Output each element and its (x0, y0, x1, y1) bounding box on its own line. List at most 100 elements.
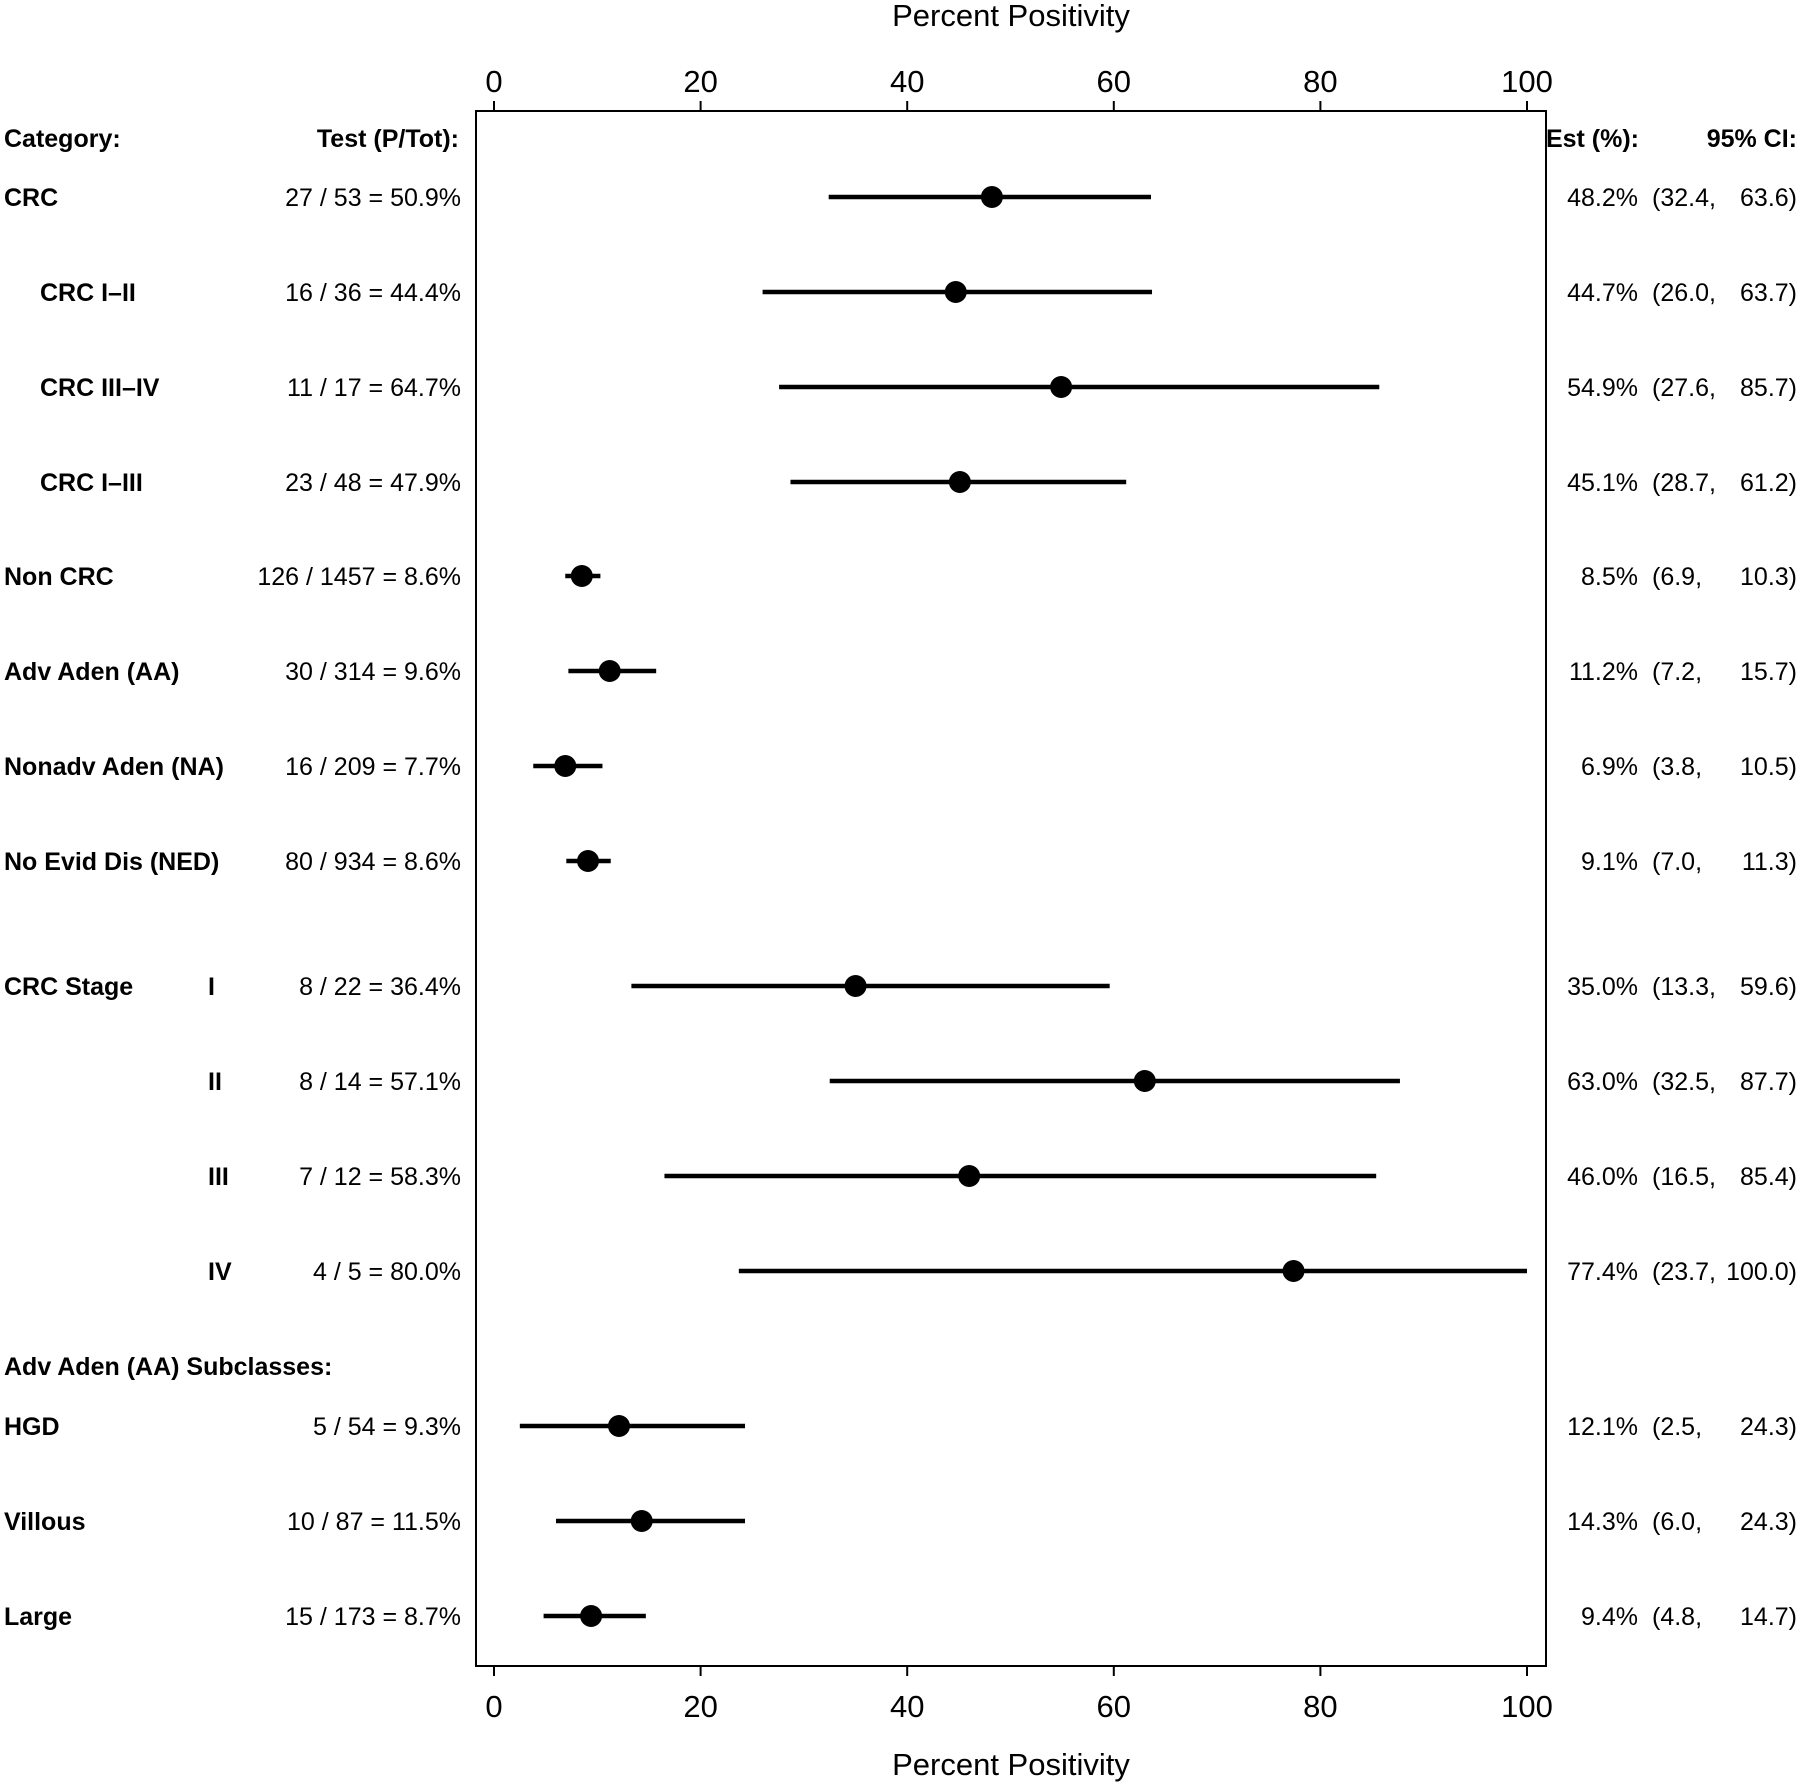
ci-upper-value: 87.7) (1740, 1068, 1797, 1096)
test-value: 10 / 87 = 11.5% (287, 1508, 461, 1536)
ci-lower-value: (4.8, (1652, 1603, 1702, 1631)
row-label: Villous (4, 1508, 86, 1536)
ci-lower-value: (7.2, (1652, 658, 1702, 686)
estimate-point (958, 1165, 981, 1187)
ci-upper-value: 11.3) (1742, 848, 1797, 876)
ci-lower-value: (28.7, (1652, 469, 1716, 497)
test-value: 30 / 314 = 9.6% (285, 658, 461, 686)
x-tick-label-bottom: 20 (683, 1689, 717, 1724)
x-tick-label-top: 80 (1303, 64, 1337, 99)
x-tick-label-top: 60 (1097, 64, 1131, 99)
estimate-value: 6.9% (1581, 753, 1638, 781)
stage-label: III (208, 1163, 229, 1191)
estimate-value: 77.4% (1567, 1258, 1638, 1286)
ci-lower-value: (32.4, (1652, 184, 1716, 212)
x-tick-label-top: 100 (1501, 64, 1553, 99)
estimate-point (630, 1510, 653, 1532)
ci-lower-value: (7.0, (1652, 848, 1702, 876)
estimate-value: 9.4% (1581, 1603, 1638, 1631)
row-label: HGD (4, 1413, 60, 1441)
stage-label: IV (208, 1258, 232, 1286)
estimate-value: 9.1% (1581, 848, 1638, 876)
row-label: Adv Aden (AA) (4, 658, 179, 686)
x-tick-label-bottom: 100 (1501, 1689, 1553, 1724)
ci-upper-value: 10.3) (1740, 563, 1797, 591)
row-label: CRC III–IV (40, 374, 160, 402)
ci-lower-value: (23.7, (1652, 1258, 1716, 1286)
ci-lower-value: (27.6, (1652, 374, 1716, 402)
row-label: CRC I–II (40, 279, 136, 307)
forest-rows: CRC 27 / 53 = 50.9% 48.2% (32.4, 63.6) CRC I–… (4, 184, 1797, 1631)
estimate-value: 63.0% (1567, 1068, 1638, 1096)
estimate-point (554, 755, 577, 777)
estimate-point (598, 660, 621, 682)
estimate-value: 8.5% (1581, 563, 1638, 591)
estimate-value: 12.1% (1567, 1413, 1638, 1441)
ci-upper-value: 85.7) (1740, 374, 1797, 402)
header-est: Est (%): (1546, 125, 1639, 153)
ci-upper-value: 15.7) (1740, 658, 1797, 686)
x-axis-title-bottom: Percent Positivity (892, 1747, 1130, 1782)
test-value: 8 / 14 = 57.1% (299, 1068, 461, 1096)
ci-upper-value: 14.7) (1740, 1603, 1797, 1631)
ci-upper-value: 10.5) (1740, 753, 1797, 781)
header-ci: 95% CI: (1707, 125, 1797, 153)
test-value: 23 / 48 = 47.9% (285, 469, 461, 497)
test-value: 16 / 36 = 44.4% (285, 279, 461, 307)
estimate-value: 45.1% (1567, 469, 1638, 497)
stage-label: I (208, 973, 215, 1001)
test-value: 16 / 209 = 7.7% (285, 753, 461, 781)
plot-frame (475, 110, 1547, 1667)
ci-upper-value: 63.7) (1740, 279, 1797, 307)
header-category: Category: (4, 125, 121, 153)
estimate-point (570, 565, 593, 587)
row-label: CRC (4, 184, 58, 212)
row-label: CRC Stage (4, 973, 133, 1001)
test-value: 4 / 5 = 80.0% (313, 1258, 461, 1286)
x-axes: 0 0 20 20 40 40 60 60 80 80 100 100 (485, 64, 1552, 1724)
ci-upper-value: 63.6) (1740, 184, 1797, 212)
row-label: No Evid Dis (NED) (4, 848, 219, 876)
estimate-point (1133, 1070, 1156, 1092)
row-label: Non CRC (4, 563, 114, 591)
ci-lower-value: (6.0, (1652, 1508, 1702, 1536)
ci-upper-value: 61.2) (1740, 469, 1797, 497)
ci-lower-value: (13.3, (1652, 973, 1716, 1001)
estimate-point (844, 975, 867, 997)
estimate-point (980, 186, 1003, 208)
estimate-value: 54.9% (1567, 374, 1638, 402)
ci-lower-value: (16.5, (1652, 1163, 1716, 1191)
x-tick-label-top: 40 (890, 64, 924, 99)
estimate-value: 14.3% (1567, 1508, 1638, 1536)
estimate-point (1050, 376, 1073, 398)
estimate-point (607, 1415, 630, 1437)
x-axis-title-top: Percent Positivity (892, 0, 1130, 33)
ci-lower-value: (3.8, (1652, 753, 1702, 781)
ci-upper-value: 100.0) (1726, 1258, 1797, 1286)
estimate-value: 46.0% (1567, 1163, 1638, 1191)
row-label: Nonadv Aden (NA) (4, 753, 224, 781)
estimate-point (1282, 1260, 1305, 1282)
test-value: 15 / 173 = 8.7% (285, 1603, 461, 1631)
x-tick-label-bottom: 80 (1303, 1689, 1337, 1724)
estimate-value: 11.2% (1569, 658, 1638, 686)
ci-upper-value: 85.4) (1740, 1163, 1797, 1191)
x-tick-label-bottom: 60 (1097, 1689, 1131, 1724)
row-label: Large (4, 1603, 72, 1631)
x-tick-label-top: 0 (485, 64, 502, 99)
ci-lower-value: (32.5, (1652, 1068, 1716, 1096)
test-value: 8 / 22 = 36.4% (299, 973, 461, 1001)
ci-upper-value: 24.3) (1740, 1508, 1797, 1536)
estimate-value: 44.7% (1567, 279, 1638, 307)
ci-upper-value: 24.3) (1740, 1413, 1797, 1441)
estimate-point (944, 281, 967, 303)
estimate-point (948, 471, 971, 493)
ci-lower-value: (6.9, (1652, 563, 1702, 591)
estimate-point (577, 850, 600, 872)
test-value: 126 / 1457 = 8.6% (257, 563, 461, 591)
test-value: 5 / 54 = 9.3% (313, 1413, 461, 1441)
test-value: 11 / 17 = 64.7% (287, 374, 461, 402)
header-test: Test (P/Tot): (317, 125, 459, 153)
estimate-point (580, 1605, 603, 1627)
